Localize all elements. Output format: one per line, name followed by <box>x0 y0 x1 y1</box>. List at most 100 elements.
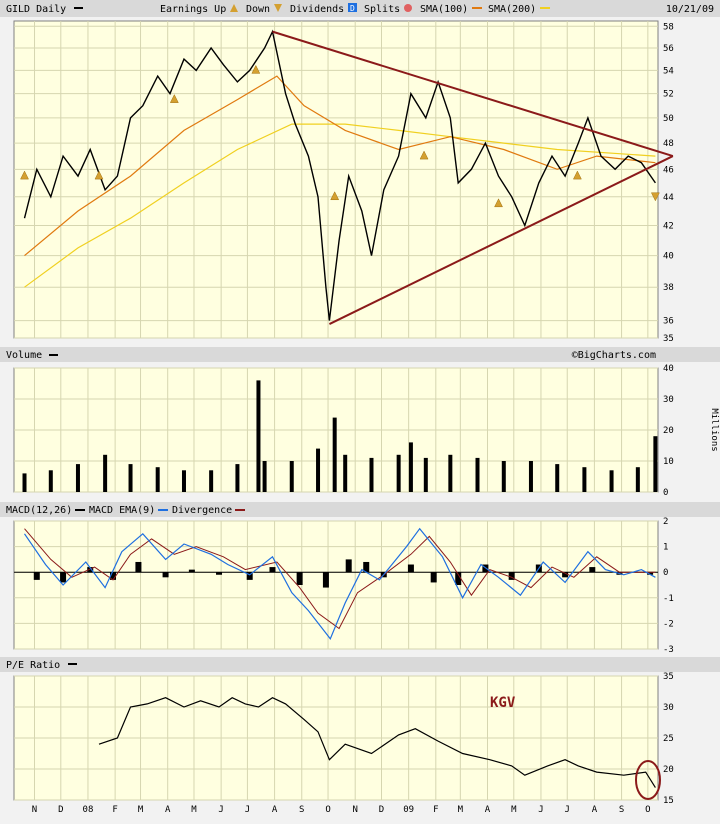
volume-bar <box>408 442 413 492</box>
price-tick-label: 38 <box>663 283 674 293</box>
volume-bar <box>555 464 560 492</box>
chart-date: 10/21/09 <box>666 4 714 15</box>
x-tick-label: D <box>379 805 384 815</box>
earnings-up-marker <box>251 64 261 74</box>
divergence-bar <box>345 559 352 573</box>
divergence-bar <box>110 572 117 580</box>
volume-bar <box>332 417 337 492</box>
divergence-bar <box>363 561 370 573</box>
volume-bar <box>635 467 640 492</box>
pe-ratio-line <box>98 697 656 788</box>
legend-label: Dividends <box>290 4 344 15</box>
volume-bar <box>396 454 401 492</box>
volume-bar <box>475 457 480 492</box>
x-tick-label: M <box>458 805 464 815</box>
divergence-bar <box>562 572 569 578</box>
volume-bar <box>501 461 506 492</box>
x-tick-label: J <box>538 805 543 815</box>
pe-tick-label: 25 <box>663 734 674 744</box>
price-tick-label: 56 <box>663 44 674 54</box>
earnings-markers <box>20 64 660 208</box>
trendlines <box>272 30 674 325</box>
earnings-up-triangle-icon <box>230 4 238 12</box>
volume-bar <box>103 454 108 492</box>
legend-label: Down <box>246 4 270 15</box>
sma100-line <box>24 75 656 257</box>
pe-label: P/E Ratio <box>6 660 60 671</box>
macd-tick-label: 1 <box>663 543 668 553</box>
volume-bar <box>369 457 374 492</box>
x-tick-label: J <box>565 805 570 815</box>
price-tick-label: 58 <box>663 22 674 32</box>
price-tick-label: 42 <box>663 221 674 231</box>
divergence-bar <box>589 567 596 573</box>
divergence-bar <box>135 561 142 573</box>
pe-highlight-circle <box>635 760 661 800</box>
divergence-bar <box>508 572 515 580</box>
sma200-line <box>24 123 656 288</box>
volume-bar <box>653 436 658 492</box>
divergence-bar <box>188 569 195 573</box>
macd-panel <box>13 520 659 650</box>
x-tick-label: D <box>58 805 63 815</box>
volume-units-label: Millions <box>709 408 719 451</box>
pe-grid <box>14 675 658 801</box>
x-tick-label: A <box>485 805 491 815</box>
macd-legend-label: MACD EMA(9) <box>89 505 155 516</box>
earnings-down-marker <box>650 192 660 202</box>
volume-bar <box>609 470 614 492</box>
macd-tick-label: 0 <box>663 568 668 578</box>
pe-tick-label: 30 <box>663 703 674 713</box>
macd-ema-line <box>24 527 656 640</box>
volume-bar <box>528 461 533 492</box>
trendline <box>272 30 674 158</box>
earnings-up-marker <box>330 191 340 201</box>
pe-tick-label: 15 <box>663 796 674 806</box>
x-tick-label: A <box>165 805 171 815</box>
x-tick-label: J <box>245 805 250 815</box>
divergence-bar <box>407 564 414 573</box>
divergence-bar <box>647 572 654 575</box>
x-tick-label: M <box>138 805 144 815</box>
volume-bar <box>22 473 27 492</box>
x-tick-label: M <box>511 805 517 815</box>
x-tick-label: F <box>112 805 117 815</box>
price-series <box>23 29 656 321</box>
earnings-up-marker <box>20 170 29 180</box>
macd-y-axis: -3 -2 -1 0 1 2 <box>663 517 674 655</box>
macd-tick-label: -1 <box>663 594 674 604</box>
earnings-up-marker <box>419 150 429 160</box>
legend-label: Splits <box>364 4 400 15</box>
divergence-bar <box>246 572 253 580</box>
divergence-bar <box>455 572 462 585</box>
price-tick-label: 52 <box>663 90 674 100</box>
x-axis: N D 08 F M A M J J A S O N D 09 F M A M J J A S O <box>32 805 651 815</box>
volume-bar <box>316 448 321 492</box>
header-band <box>0 0 720 17</box>
macd-legend-label: MACD(12,26) <box>6 505 72 516</box>
divergence-bar <box>87 567 94 573</box>
volume-band <box>0 347 720 362</box>
x-tick-label: O <box>325 805 330 815</box>
macd-signal-line <box>24 528 656 630</box>
x-tick-label: F <box>433 805 438 815</box>
volume-bar <box>75 464 80 492</box>
x-tick-label: A <box>272 805 278 815</box>
kgv-annotation: KGV <box>490 695 516 711</box>
x-tick-label: J <box>218 805 223 815</box>
x-tick-label: M <box>191 805 197 815</box>
macd-tick-label: -2 <box>663 619 674 629</box>
earnings-up-marker <box>572 170 582 180</box>
x-tick-label: S <box>299 805 304 815</box>
earnings-up-marker <box>169 94 179 103</box>
volume-bar <box>128 464 133 492</box>
divergence-bar <box>430 572 437 583</box>
price-panel <box>13 20 659 339</box>
price-tick-label: 50 <box>663 114 674 124</box>
x-tick-label: S <box>619 805 624 815</box>
volume-bar <box>155 467 160 492</box>
x-tick-label: 08 <box>83 805 94 815</box>
volume-bar <box>181 470 186 492</box>
legend-label: SMA(200) <box>488 4 536 15</box>
